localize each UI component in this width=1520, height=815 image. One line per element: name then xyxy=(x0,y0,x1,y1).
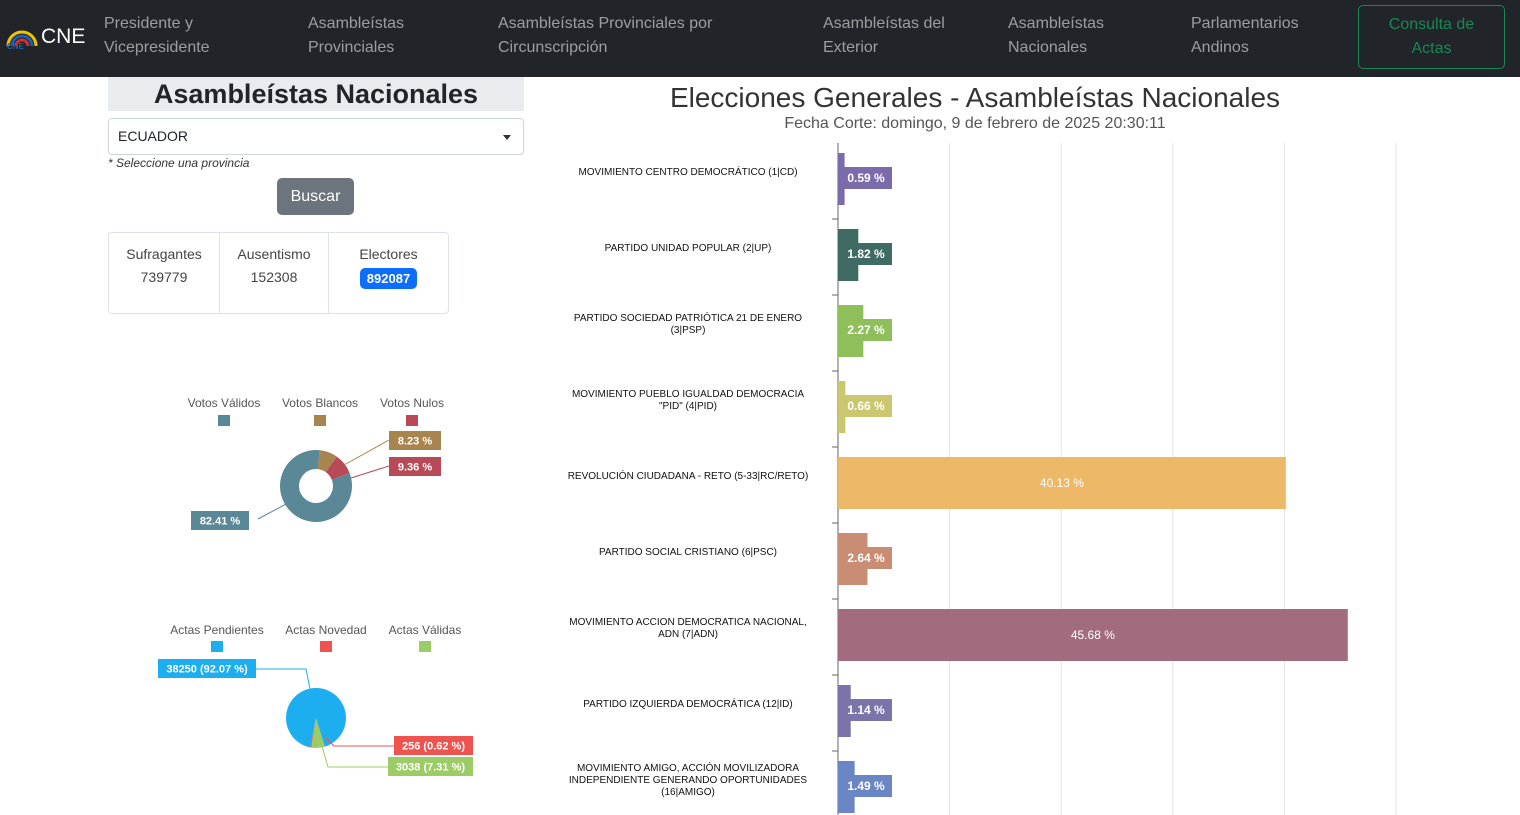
leader-line xyxy=(257,502,289,520)
leader-line xyxy=(256,668,311,690)
nav-asambleistas-exterior[interactable]: Asambleístas del Exterior xyxy=(823,15,945,56)
leader-line xyxy=(325,737,394,747)
stat-sufragantes: Sufragantes 739779 xyxy=(109,233,220,313)
stats-card: Sufragantes 739779 Ausentismo 152308 Ele… xyxy=(108,232,449,314)
nav-asambleistas-circunscripcion[interactable]: Asambleístas Provinciales por Circunscri… xyxy=(498,15,713,56)
leader-line xyxy=(350,465,390,479)
legend-swatch xyxy=(419,641,431,652)
legend-label: Votos Blancos xyxy=(282,396,358,410)
legend-label: Actas Novedad xyxy=(285,623,366,637)
brand[interactable]: CNE CNE xyxy=(6,24,86,51)
stat-label: Sufragantes xyxy=(126,246,202,262)
leader-line xyxy=(343,439,390,466)
consulta-actas-button[interactable]: Consulta de Actas xyxy=(1358,5,1505,69)
stat-label: Ausentismo xyxy=(237,246,311,262)
data-label-box xyxy=(389,457,441,476)
nav-asambleistas-provinciales[interactable]: Asambleístas Provinciales xyxy=(308,15,405,56)
category-label: REVOLUCIÓN CIUDADANA - RETO (5-33|RC/RET… xyxy=(568,469,809,482)
leader-line xyxy=(321,745,388,768)
nav-asambleistas-nacionales[interactable]: Asambleístas Nacionales xyxy=(1008,15,1105,56)
category-label: PARTIDO UNIDAD POPULAR (2|UP) xyxy=(605,243,772,254)
legend-label: Actas Válidas xyxy=(389,623,462,637)
data-label-box xyxy=(840,167,892,189)
legend-label: Actas Pendientes xyxy=(170,623,263,637)
data-label: 1.14 % xyxy=(847,703,885,717)
stat-value: 739779 xyxy=(140,269,188,285)
data-label: 38250 (92.07 %) xyxy=(166,664,248,676)
province-hint: * Seleccione una provincia xyxy=(108,156,250,170)
nav-parlamentarios-andinos[interactable]: Parlamentarios Andinos xyxy=(1191,15,1299,56)
top-navbar: CNE CNE Presidente y Vicepresidente Asam… xyxy=(0,0,1520,77)
pie-slice xyxy=(286,688,347,748)
data-label: 256 (0.62 %) xyxy=(402,741,465,753)
stat-electores: Electores 892087 xyxy=(329,233,448,313)
legend-swatch xyxy=(314,415,326,426)
data-label: 1.49 % xyxy=(847,779,885,793)
brand-text: CNE xyxy=(41,25,86,48)
category-label: PARTIDO SOCIAL CRISTIANO (6|PSC) xyxy=(599,547,777,558)
chart-subtitle: Fecha Corte: domingo, 9 de febrero de 20… xyxy=(784,115,1166,132)
data-label-box xyxy=(191,511,249,530)
data-label: 3038 (7.31 %) xyxy=(396,762,465,774)
panel-title: Asambleístas Nacionales xyxy=(108,77,524,111)
category-label: MOVIMIENTO ACCION DEMOCRATICA NACIONAL, A… xyxy=(569,617,806,640)
legend-swatch xyxy=(211,641,223,652)
svg-text:CNE: CNE xyxy=(7,42,25,50)
data-label: 45.68 % xyxy=(1071,628,1115,642)
province-select[interactable]: ECUADOR xyxy=(108,118,524,155)
data-label-box xyxy=(388,757,473,776)
category-label: MOVIMIENTO AMIGO, ACCIÓN MOVILIZADORA IND… xyxy=(569,761,808,798)
category-label: MOVIMIENTO PUEBLO IGUALDAD DEMOCRACIA "PI… xyxy=(572,389,804,412)
legend-label: Votos Válidos xyxy=(188,396,261,410)
province-select-value: ECUADOR xyxy=(118,128,189,144)
data-label-box xyxy=(840,319,892,341)
actas-pie-chart: Actas Pendientes Actas Novedad Actas Válid… xyxy=(158,623,473,776)
data-label-box xyxy=(394,736,473,755)
legend-label: Votos Nulos xyxy=(380,396,444,410)
donut-slice xyxy=(325,456,350,480)
category-label: MOVIMIENTO CENTRO DEMOCRÁTICO (1|CD) xyxy=(578,165,797,178)
data-label: 9.36 % xyxy=(398,462,432,474)
legend-swatch xyxy=(320,641,332,652)
chart-title: Elecciones Generales - Asambleístas Naci… xyxy=(669,82,1281,113)
legend-swatch xyxy=(406,415,418,426)
data-label-box xyxy=(840,775,892,797)
data-label-box xyxy=(840,547,892,569)
search-button[interactable]: Buscar xyxy=(277,178,354,215)
data-label: 2.64 % xyxy=(847,551,885,565)
nav-presidente[interactable]: Presidente y Vicepresidente xyxy=(104,15,210,56)
cne-logo-icon: CNE xyxy=(6,24,38,51)
data-label: 82.41 % xyxy=(200,516,241,528)
donut-slice xyxy=(280,450,352,522)
chevron-down-icon xyxy=(503,135,511,140)
data-label: 0.66 % xyxy=(847,399,885,413)
party-bar-chart: MOVIMIENTO CENTRO DEMOCRÁTICO (1|CD) PART… xyxy=(568,143,1397,815)
data-label-box xyxy=(840,243,892,265)
stat-value: 152308 xyxy=(250,269,298,285)
donut-slice xyxy=(317,450,337,473)
data-label-box xyxy=(840,699,892,721)
category-label: PARTIDO SOCIEDAD PATRIÓTICA 21 DE ENERO(… xyxy=(574,311,802,336)
data-label: 8.23 % xyxy=(398,436,432,448)
data-label: 0.59 % xyxy=(847,171,885,185)
votes-donut-chart: Votos Válidos Votos Blancos Votos Nulos 82… xyxy=(188,396,444,530)
data-label: 40.13 % xyxy=(1040,476,1084,490)
bar xyxy=(838,457,1286,509)
data-label: 1.82 % xyxy=(847,247,885,261)
bar xyxy=(838,609,1348,661)
stat-label: Electores xyxy=(359,246,418,262)
category-label: PARTIDO IZQUIERDA DEMOCRÁTICA (12|ID) xyxy=(583,697,792,710)
data-label-box xyxy=(158,659,256,678)
data-label-box xyxy=(840,395,892,417)
pie-slice xyxy=(310,718,316,748)
data-label-box xyxy=(389,431,441,450)
legend-swatch xyxy=(218,415,230,426)
stat-ausentismo: Ausentismo 152308 xyxy=(220,233,329,313)
status-badge: 892087 xyxy=(359,268,418,289)
pie-slice xyxy=(311,718,325,748)
data-label: 2.27 % xyxy=(847,323,885,337)
